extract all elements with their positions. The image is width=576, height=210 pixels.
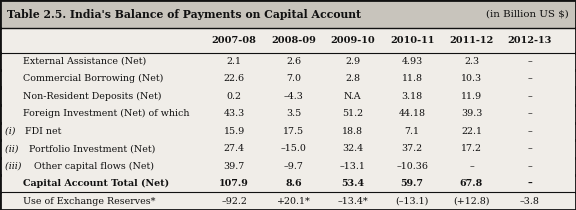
Text: (ii): (ii) [5, 144, 21, 153]
Text: Other capital flows (Net): Other capital flows (Net) [35, 162, 154, 171]
Text: (–13.1): (–13.1) [396, 197, 429, 206]
Text: –: – [528, 162, 532, 171]
Text: 43.3: 43.3 [223, 109, 245, 118]
Text: 2007-08: 2007-08 [212, 36, 256, 45]
Text: Capital Account Total (Net): Capital Account Total (Net) [23, 179, 169, 188]
Text: 39.3: 39.3 [461, 109, 482, 118]
Bar [0, 193, 576, 210]
Text: 18.8: 18.8 [342, 127, 363, 136]
Text: –: – [469, 162, 474, 171]
Text: 39.7: 39.7 [223, 162, 245, 171]
Bar [0, 88, 576, 105]
Bar [0, 28, 576, 52]
Text: –92.2: –92.2 [221, 197, 247, 206]
Text: 27.4: 27.4 [223, 144, 245, 153]
Text: External Assistance (Net): External Assistance (Net) [23, 57, 146, 66]
Text: N.A: N.A [344, 92, 362, 101]
Text: –: – [528, 57, 532, 66]
Text: –: – [528, 127, 532, 136]
Text: 2011-12: 2011-12 [449, 36, 494, 45]
Text: –: – [528, 74, 532, 83]
Text: (i): (i) [5, 127, 18, 136]
Text: Use of Exchange Reserves*: Use of Exchange Reserves* [23, 197, 156, 206]
Text: 7.0: 7.0 [286, 74, 301, 83]
Text: 67.8: 67.8 [460, 179, 483, 188]
Text: Portfolio Investment (Net): Portfolio Investment (Net) [29, 144, 156, 153]
Bar [0, 140, 576, 158]
Text: 2012-13: 2012-13 [507, 36, 552, 45]
Text: –13.4*: –13.4* [338, 197, 368, 206]
Text: 32.4: 32.4 [342, 144, 363, 153]
Text: 10.3: 10.3 [461, 74, 482, 83]
Text: 3.18: 3.18 [401, 92, 423, 101]
Text: 22.6: 22.6 [223, 74, 245, 83]
Bar [0, 122, 576, 140]
Text: (+12.8): (+12.8) [453, 197, 490, 206]
Text: (in Billion US $): (in Billion US $) [486, 10, 569, 19]
Text: (iii): (iii) [5, 162, 24, 171]
Text: –3.8: –3.8 [520, 197, 540, 206]
Text: Table 2.5. India's Balance of Payments on Capital Account: Table 2.5. India's Balance of Payments o… [7, 9, 361, 20]
Text: 2.8: 2.8 [345, 74, 361, 83]
Text: 2.6: 2.6 [286, 57, 301, 66]
Text: 22.1: 22.1 [461, 127, 482, 136]
Text: 51.2: 51.2 [342, 109, 363, 118]
Text: Non-Resident Deposits (Net): Non-Resident Deposits (Net) [23, 92, 161, 101]
Text: 37.2: 37.2 [401, 144, 423, 153]
Text: 15.9: 15.9 [223, 127, 245, 136]
Text: 17.2: 17.2 [461, 144, 482, 153]
Text: 0.2: 0.2 [226, 92, 242, 101]
Bar [0, 105, 576, 122]
Text: 8.6: 8.6 [285, 179, 302, 188]
Text: 107.9: 107.9 [219, 179, 249, 188]
Text: FDI net: FDI net [25, 127, 61, 136]
Text: 2009-10: 2009-10 [331, 36, 375, 45]
Bar [0, 0, 576, 28]
Bar [0, 158, 576, 175]
Text: 53.4: 53.4 [341, 179, 365, 188]
Text: 2.9: 2.9 [345, 57, 361, 66]
Text: 17.5: 17.5 [283, 127, 304, 136]
Text: –: – [528, 179, 532, 188]
Text: –15.0: –15.0 [281, 144, 306, 153]
Text: –4.3: –4.3 [283, 92, 304, 101]
Bar [0, 52, 576, 70]
Text: –13.1: –13.1 [340, 162, 366, 171]
Text: –: – [528, 92, 532, 101]
Text: –9.7: –9.7 [283, 162, 304, 171]
Text: +20.1*: +20.1* [276, 197, 310, 206]
Text: Foreign Investment (Net) of which: Foreign Investment (Net) of which [23, 109, 190, 118]
Text: 44.18: 44.18 [399, 109, 426, 118]
Text: –: – [528, 109, 532, 118]
Text: 2.1: 2.1 [226, 57, 242, 66]
Text: –10.36: –10.36 [396, 162, 428, 171]
Text: 59.7: 59.7 [401, 179, 423, 188]
Text: 3.5: 3.5 [286, 109, 301, 118]
Bar [0, 70, 576, 88]
Bar [0, 175, 576, 193]
Text: 2.3: 2.3 [464, 57, 479, 66]
Text: 7.1: 7.1 [404, 127, 420, 136]
Text: 4.93: 4.93 [401, 57, 423, 66]
Text: 2008-09: 2008-09 [271, 36, 316, 45]
Text: 11.9: 11.9 [461, 92, 482, 101]
Text: 2010-11: 2010-11 [390, 36, 434, 45]
Text: 11.8: 11.8 [401, 74, 423, 83]
Text: –: – [528, 144, 532, 153]
Text: Commercial Borrowing (Net): Commercial Borrowing (Net) [23, 74, 164, 83]
